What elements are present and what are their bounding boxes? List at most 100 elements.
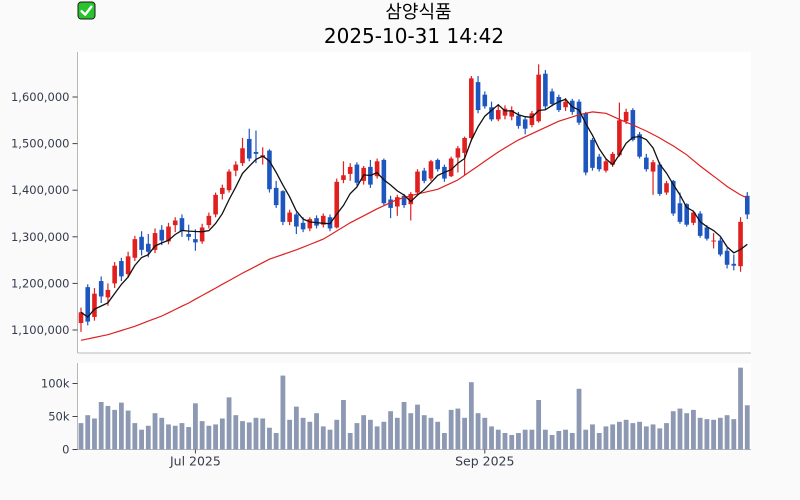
candle-body	[603, 161, 609, 171]
volume-bar	[428, 417, 434, 450]
volume-bar	[744, 405, 750, 450]
volume-bar	[199, 421, 205, 450]
volume-bar	[118, 402, 124, 450]
candle-body	[300, 222, 306, 230]
candle-body	[401, 195, 407, 206]
volume-bar	[78, 423, 84, 450]
candle-body	[213, 194, 218, 215]
candle-body	[119, 261, 124, 277]
candle-body	[193, 239, 198, 243]
candle-body	[280, 191, 286, 222]
volume-bar	[617, 421, 622, 450]
volume-bar	[583, 429, 589, 450]
price-tick-label: 1,500,000	[11, 137, 70, 151]
volume-bar	[657, 428, 663, 450]
volume-bar	[442, 433, 447, 450]
volume-tick-label: 100k	[41, 377, 70, 391]
volume-bar	[677, 408, 683, 450]
volume-axis-ticks: 100k 50k 0	[41, 377, 78, 457]
volume-bar	[482, 417, 488, 450]
candle-body	[724, 250, 730, 265]
volume-bar	[85, 415, 91, 450]
volume-bar	[475, 413, 481, 450]
candle-body	[381, 159, 387, 204]
volume-bar	[159, 417, 165, 450]
candle-body	[644, 157, 649, 170]
candle-body	[549, 91, 555, 104]
candle-body	[354, 164, 360, 183]
candle-body	[455, 148, 461, 158]
volume-bar	[186, 427, 192, 450]
candle-body	[146, 243, 151, 252]
volume-bar	[556, 431, 562, 450]
volume-bar	[563, 429, 568, 450]
candle-body	[132, 239, 138, 258]
volume-bar	[233, 415, 239, 450]
candle-body	[347, 166, 353, 174]
volume-bar	[381, 421, 387, 450]
volume-bar	[724, 415, 730, 450]
candle-body	[664, 183, 669, 193]
volume-bar	[455, 408, 461, 450]
volume-bar	[293, 406, 299, 450]
price-tick-label: 1,200,000	[11, 276, 70, 290]
volume-bar	[711, 419, 717, 450]
volume-bar	[697, 417, 703, 450]
candle-body	[610, 153, 615, 165]
candle-body	[731, 263, 737, 266]
chart-title-line: 삼양식품	[77, 1, 751, 25]
volume-bar	[569, 433, 575, 450]
candle-body	[516, 115, 521, 126]
candle-body	[314, 218, 319, 226]
volume-bar	[240, 421, 245, 450]
volume-bar	[603, 426, 609, 450]
candle-body	[482, 94, 488, 107]
chart-header: 삼양식품 2025-10-31 14:42	[77, 1, 751, 48]
volume-bar	[374, 426, 380, 450]
candle-body	[718, 240, 723, 255]
volume-bar	[415, 404, 420, 450]
candle-body	[428, 161, 434, 179]
candle-body	[576, 101, 582, 123]
volume-bar	[590, 424, 595, 450]
price-tick-label: 1,600,000	[11, 90, 70, 104]
candle-body	[186, 234, 191, 237]
candle-body	[78, 312, 84, 324]
candle-body	[253, 151, 259, 154]
volume-bar	[213, 424, 218, 450]
volume-bar	[206, 425, 212, 450]
candle-body	[320, 215, 326, 225]
volume-bar	[361, 415, 367, 450]
volume-bar	[92, 418, 97, 450]
candle-body	[563, 101, 568, 108]
price-tick-label: 1,400,000	[11, 183, 70, 197]
candle-body	[105, 289, 111, 298]
price-tick-label: 1,300,000	[11, 230, 70, 244]
x-tick-label: Jul 2025	[169, 454, 221, 469]
candle-body	[495, 110, 501, 120]
candle-body	[489, 107, 494, 120]
candle-body	[448, 158, 454, 177]
volume-bar	[287, 419, 293, 450]
volume-bar	[367, 419, 373, 450]
candle-body	[98, 281, 104, 297]
volume-bar	[670, 411, 676, 450]
volume-bar	[145, 425, 151, 450]
candle-body	[677, 203, 683, 222]
volume-bar	[105, 405, 111, 450]
volume-bar	[394, 417, 400, 450]
volume-bar	[347, 433, 353, 450]
volume-bar	[643, 426, 649, 450]
candle-body	[388, 199, 393, 208]
candle-body	[112, 265, 117, 284]
volume-bar	[717, 417, 723, 450]
volume-bar	[193, 403, 198, 450]
chart-title: 삼양식품	[385, 2, 452, 23]
candle-body	[206, 215, 212, 226]
candle-body	[233, 164, 239, 171]
volume-tick-label: 0	[62, 443, 69, 457]
volume-bar	[738, 367, 743, 450]
candle-body	[691, 212, 696, 223]
ma5-line	[80, 98, 748, 318]
volume-bar	[125, 410, 131, 450]
